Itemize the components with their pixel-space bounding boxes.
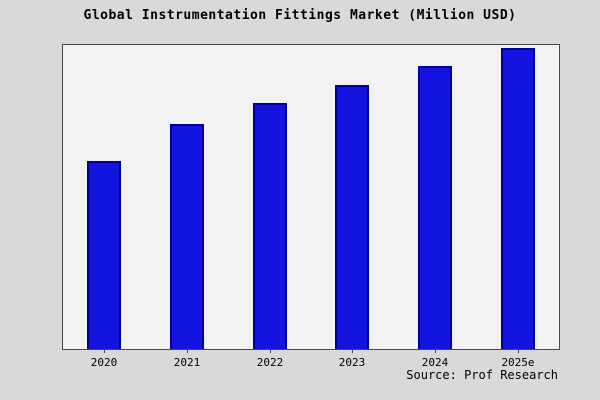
x-label-2025e: 2025e xyxy=(501,356,535,369)
x-tick-2023 xyxy=(352,349,353,353)
x-tick-2025e xyxy=(518,349,519,353)
x-tick-2020 xyxy=(104,349,105,353)
source-note: Source: Prof Research xyxy=(406,368,558,382)
bar-2021 xyxy=(170,124,204,349)
x-tick-2022 xyxy=(270,349,271,353)
x-tick-2021 xyxy=(187,349,188,353)
x-tick-2024 xyxy=(435,349,436,353)
bar-2022 xyxy=(253,103,287,349)
chart-title: Global Instrumentation Fittings Market (… xyxy=(83,8,517,23)
plot-area xyxy=(62,44,560,350)
bar-2023 xyxy=(335,85,369,349)
x-label-2022: 2022 xyxy=(256,356,284,369)
x-label-2023: 2023 xyxy=(338,356,366,369)
bar-2025e xyxy=(501,48,535,349)
x-axis-labels: 2020 2021 2022 2023 2024 2025e xyxy=(63,356,559,370)
x-label-2021: 2021 xyxy=(173,356,201,369)
bar-2020 xyxy=(87,161,121,349)
bar-2024 xyxy=(418,66,452,349)
x-label-2020: 2020 xyxy=(90,356,118,369)
x-axis-ticks xyxy=(63,349,559,354)
x-label-2024: 2024 xyxy=(421,356,449,369)
